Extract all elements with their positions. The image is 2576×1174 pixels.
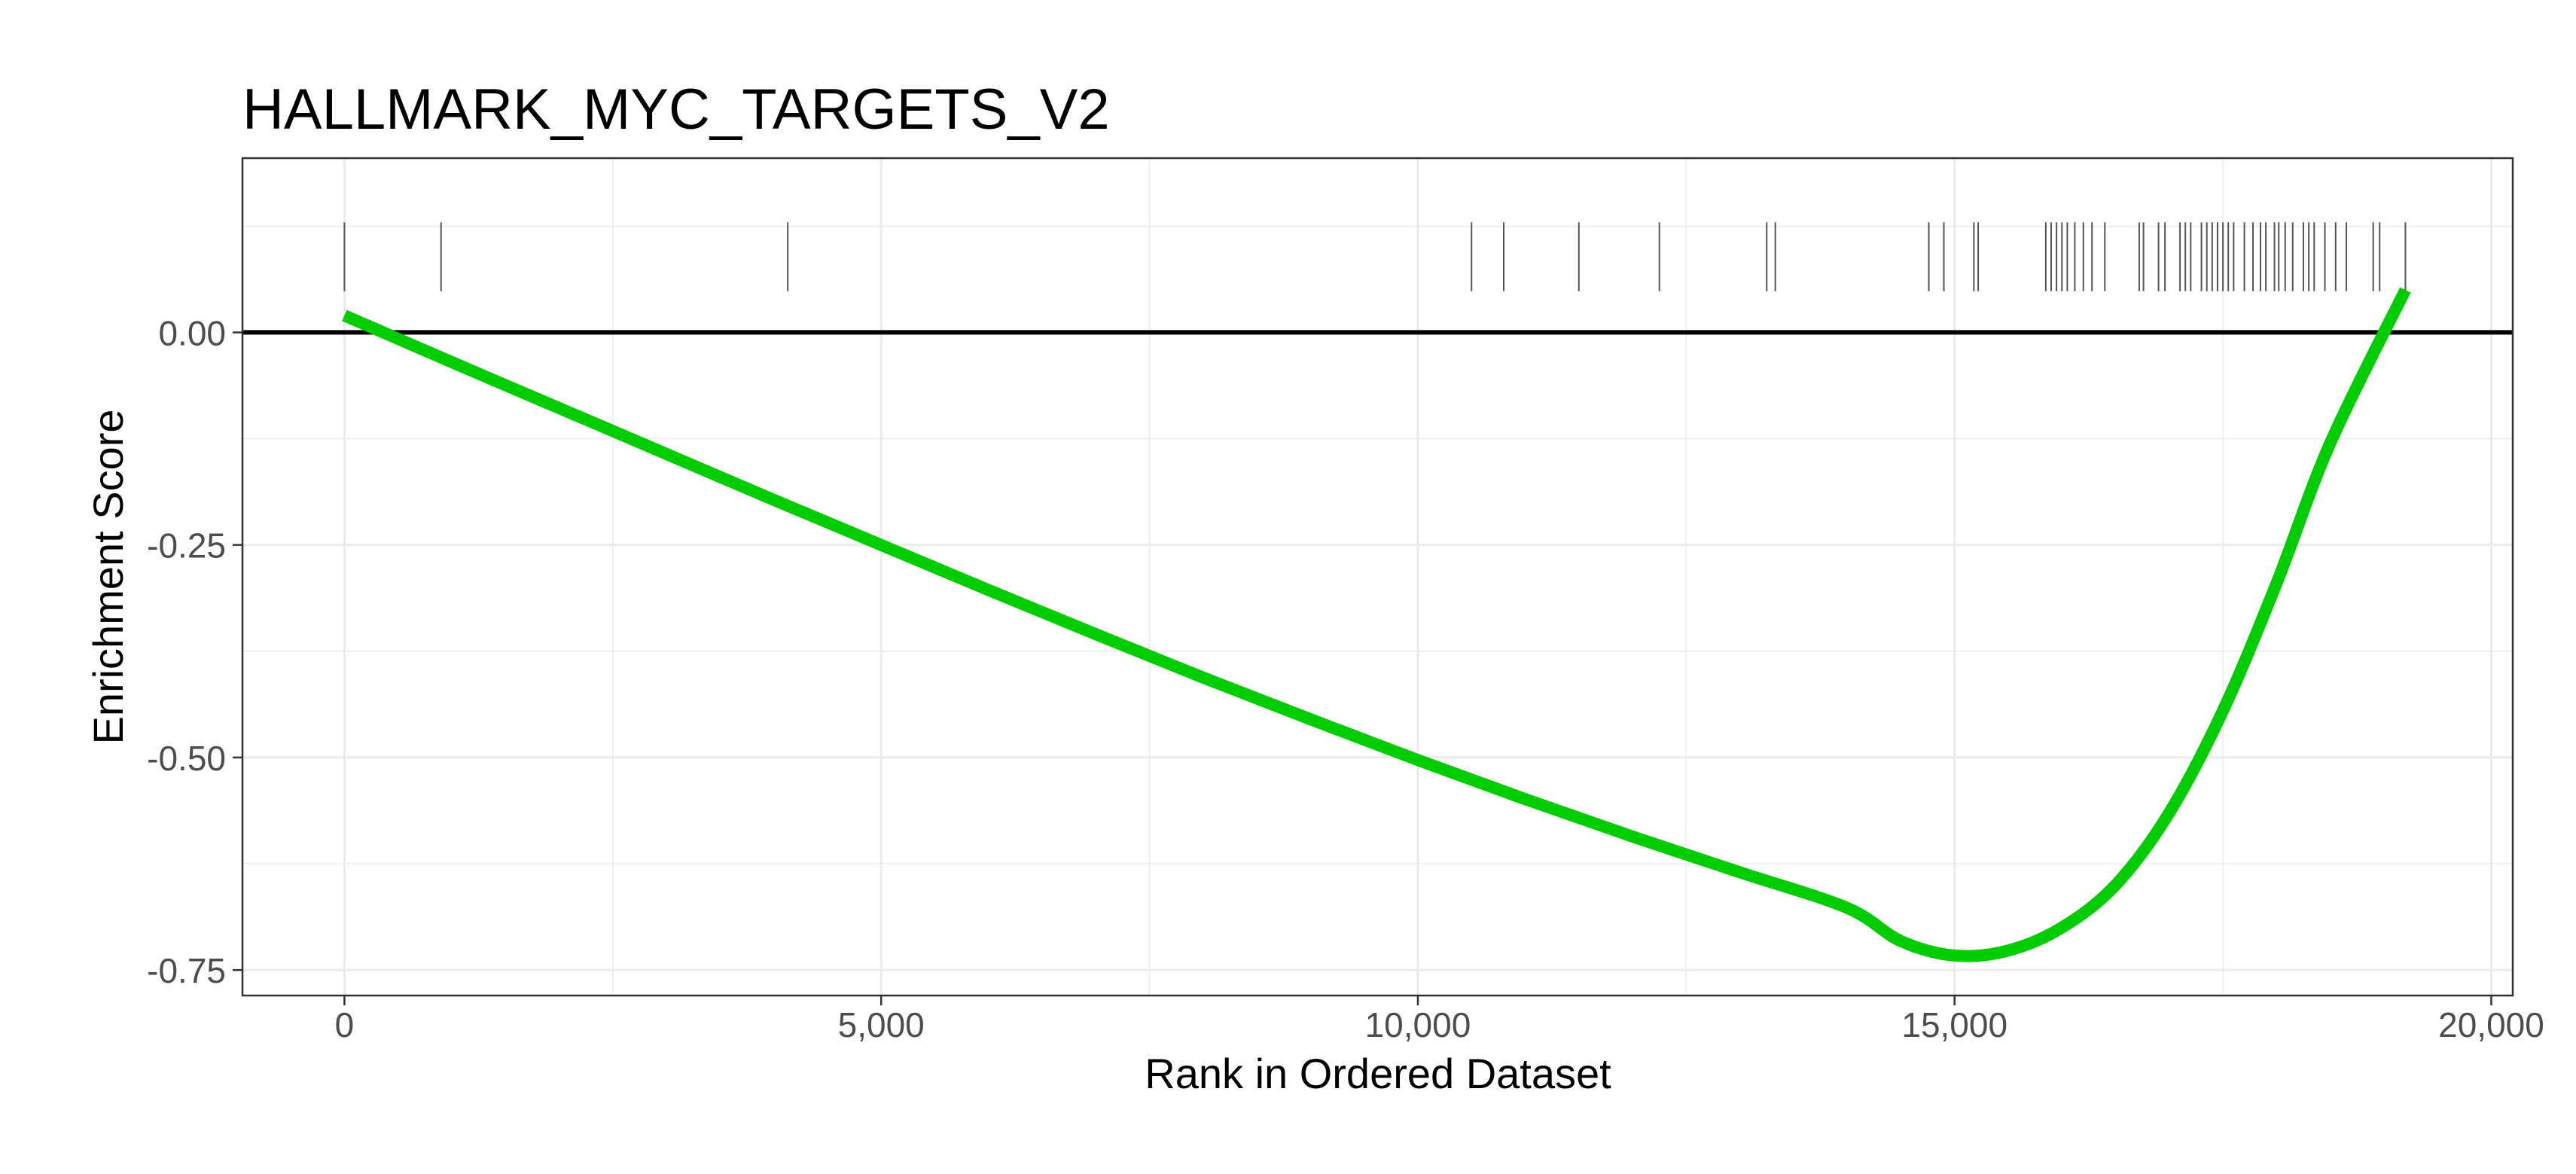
enrichment-score-line: [342, 287, 2411, 962]
y-tick-label: 0.00: [158, 313, 226, 352]
x-axis-label: Rank in Ordered Dataset: [1145, 1050, 1611, 1097]
y-tick-label: -0.75: [147, 951, 226, 990]
gene-hit-marks: [343, 222, 2407, 291]
y-axis-label: Enrichment Score: [84, 409, 132, 744]
x-tick-label: 0: [335, 1005, 355, 1044]
y-axis: 0.00 -0.25 -0.50 -0.75: [147, 313, 242, 990]
x-tick-label: 15,000: [1901, 1005, 2007, 1044]
x-tick-label: 20,000: [2438, 1005, 2544, 1044]
y-tick-label: -0.50: [147, 739, 226, 778]
chart-title: HALLMARK_MYC_TARGETS_V2: [242, 78, 1110, 142]
enrichment-series: [342, 287, 2411, 962]
plot-panel-border: [241, 157, 2514, 997]
x-tick-label: 5,000: [838, 1005, 925, 1044]
x-axis: 0 5,000 10,000 15,000 20,000: [335, 996, 2544, 1044]
x-tick-label: 10,000: [1365, 1005, 1471, 1044]
plot-grid: [242, 158, 2513, 996]
y-tick-label: -0.25: [147, 526, 226, 566]
